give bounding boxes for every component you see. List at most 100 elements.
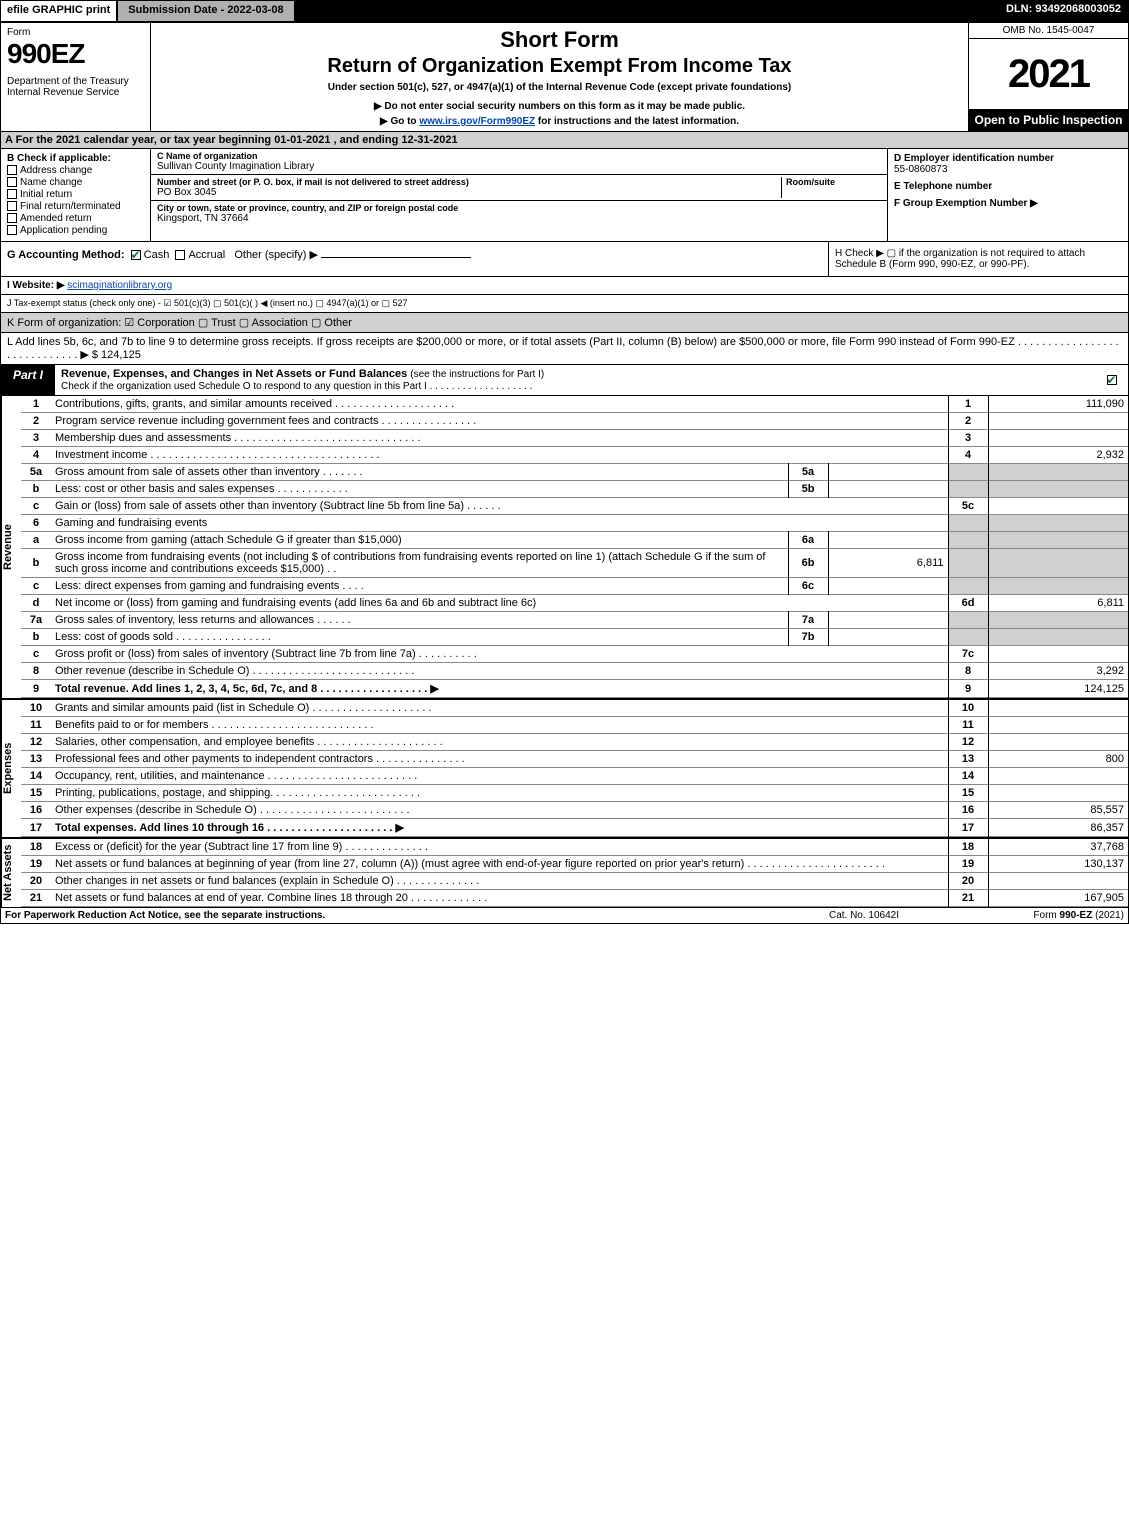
line-21: 21Net assets or fund balances at end of … — [21, 890, 1128, 907]
department: Department of the Treasury Internal Reve… — [7, 76, 144, 98]
form-ref: Form 990-EZ (2021) — [964, 910, 1124, 921]
line-5a: 5aGross amount from sale of assets other… — [21, 464, 1128, 481]
cb-name-change[interactable]: Name change — [7, 177, 144, 188]
expenses-label: Expenses — [1, 700, 21, 837]
row-J: J Tax-exempt status (check only one) - ☑… — [1, 295, 1128, 313]
page-footer: For Paperwork Reduction Act Notice, see … — [1, 907, 1128, 923]
city-label: City or town, state or province, country… — [157, 203, 881, 213]
cb-initial-return[interactable]: Initial return — [7, 189, 144, 200]
top-bar: efile GRAPHIC print Submission Date - 20… — [0, 0, 1129, 22]
row-K: K Form of organization: ☑ Corporation ▢ … — [1, 313, 1128, 333]
line-18: 18Excess or (deficit) for the year (Subt… — [21, 839, 1128, 856]
J-text: J Tax-exempt status (check only one) - ☑… — [7, 298, 407, 308]
line-6: 6Gaming and fundraising events — [21, 515, 1128, 532]
L-amount: 124,125 — [101, 349, 141, 361]
cat-no: Cat. No. 10642I — [764, 910, 964, 921]
line-7a: 7aGross sales of inventory, less returns… — [21, 612, 1128, 629]
row-L: L Add lines 5b, 6c, and 7b to line 9 to … — [1, 333, 1128, 365]
G-label: G Accounting Method: — [7, 249, 125, 261]
tel-label: E Telephone number — [894, 181, 1122, 192]
line-6d: dNet income or (loss) from gaming and fu… — [21, 595, 1128, 612]
instructions-note: ▶ Go to www.irs.gov/Form990EZ for instru… — [157, 116, 962, 127]
note2-pre: ▶ Go to — [380, 116, 419, 127]
line-16: 16Other expenses (describe in Schedule O… — [21, 802, 1128, 819]
submission-date: Submission Date - 2022-03-08 — [117, 0, 294, 22]
line-3: 3Membership dues and assessments . . . .… — [21, 430, 1128, 447]
expenses-table: 10Grants and similar amounts paid (list … — [21, 700, 1128, 837]
other-specify-input[interactable] — [321, 257, 471, 258]
line-14: 14Occupancy, rent, utilities, and mainte… — [21, 768, 1128, 785]
col-B: B Check if applicable: Address change Na… — [1, 149, 151, 241]
part-I-header: Part I Revenue, Expenses, and Changes in… — [1, 365, 1128, 396]
expenses-section: Expenses 10Grants and similar amounts pa… — [1, 698, 1128, 837]
net-assets-label: Net Assets — [1, 839, 21, 907]
line-11: 11Benefits paid to or for members . . . … — [21, 717, 1128, 734]
cb-address-change[interactable]: Address change — [7, 165, 144, 176]
line-17: 17Total expenses. Add lines 10 through 1… — [21, 819, 1128, 837]
form-number: 990EZ — [7, 38, 144, 70]
revenue-label: Revenue — [1, 396, 21, 698]
col-DEF: D Employer identification number 55-0860… — [888, 149, 1128, 241]
col-C: C Name of organization Sullivan County I… — [151, 149, 888, 241]
form-header: Form 990EZ Department of the Treasury In… — [1, 23, 1128, 132]
line-19: 19Net assets or fund balances at beginni… — [21, 856, 1128, 873]
line-20: 20Other changes in net assets or fund ba… — [21, 873, 1128, 890]
line-7b: bLess: cost of goods sold . . . . . . . … — [21, 629, 1128, 646]
header-center: Short Form Return of Organization Exempt… — [151, 23, 968, 131]
line-5c: cGain or (loss) from sale of assets othe… — [21, 498, 1128, 515]
net-assets-section: Net Assets 18Excess or (deficit) for the… — [1, 837, 1128, 907]
part-I-sub: Check if the organization used Schedule … — [61, 381, 532, 392]
efile-print-button[interactable]: efile GRAPHIC print — [0, 0, 117, 22]
cb-amended-return[interactable]: Amended return — [7, 213, 144, 224]
accounting-method: G Accounting Method: Cash Accrual Other … — [1, 242, 828, 276]
omb-number: OMB No. 1545-0047 — [969, 23, 1128, 39]
form-title: Return of Organization Exempt From Incom… — [157, 55, 962, 78]
tax-year: 2021 — [969, 39, 1128, 109]
line-A: A For the 2021 calendar year, or tax yea… — [1, 132, 1128, 149]
tel-row: E Telephone number — [894, 181, 1122, 192]
paperwork-notice: For Paperwork Reduction Act Notice, see … — [5, 910, 764, 921]
city-row: City or town, state or province, country… — [151, 201, 887, 226]
ein-label: D Employer identification number — [894, 153, 1122, 164]
row-G-H: G Accounting Method: Cash Accrual Other … — [1, 242, 1128, 277]
line-4: 4Investment income . . . . . . . . . . .… — [21, 447, 1128, 464]
short-form-label: Short Form — [157, 27, 962, 53]
group-row: F Group Exemption Number ▶ — [894, 198, 1122, 209]
cb-cash[interactable] — [131, 250, 141, 260]
cb-application-pending[interactable]: Application pending — [7, 225, 144, 236]
revenue-table: 1Contributions, gifts, grants, and simil… — [21, 396, 1128, 698]
line-6c: cLess: direct expenses from gaming and f… — [21, 578, 1128, 595]
website-link[interactable]: scimaginationlibrary.org — [67, 280, 172, 291]
form-container: Form 990EZ Department of the Treasury In… — [0, 22, 1129, 924]
ein: 55-0860873 — [894, 164, 1122, 175]
dln: DLN: 93492068003052 — [998, 0, 1129, 22]
form-subtitle: Under section 501(c), 527, or 4947(a)(1)… — [157, 82, 962, 93]
address-label: Number and street (or P. O. box, if mail… — [157, 177, 781, 187]
part-I-tab: Part I — [1, 365, 55, 395]
line-2: 2Program service revenue including gover… — [21, 413, 1128, 430]
other-specify: Other (specify) ▶ — [234, 249, 318, 261]
line-9: 9Total revenue. Add lines 1, 2, 3, 4, 5c… — [21, 680, 1128, 698]
ein-row: D Employer identification number 55-0860… — [894, 153, 1122, 175]
address-row: Number and street (or P. O. box, if mail… — [151, 175, 887, 201]
address: PO Box 3045 — [157, 187, 781, 198]
irs-link[interactable]: www.irs.gov/Form990EZ — [419, 116, 535, 127]
ssn-warning: ▶ Do not enter social security numbers o… — [157, 101, 962, 112]
spacer — [295, 0, 998, 22]
cb-final-return[interactable]: Final return/terminated — [7, 201, 144, 212]
line-6a: aGross income from gaming (attach Schedu… — [21, 532, 1128, 549]
line-7c: cGross profit or (loss) from sales of in… — [21, 646, 1128, 663]
row-I: I Website: ▶ scimaginationlibrary.org — [1, 277, 1128, 295]
section-B-through-F: B Check if applicable: Address change Na… — [1, 149, 1128, 242]
I-label: I Website: ▶ — [7, 280, 65, 291]
line-15: 15Printing, publications, postage, and s… — [21, 785, 1128, 802]
revenue-section: Revenue 1Contributions, gifts, grants, a… — [1, 396, 1128, 698]
cb-accrual[interactable] — [175, 250, 185, 260]
schedule-o-check[interactable] — [1098, 365, 1128, 395]
H-check: H Check ▶ ▢ if the organization is not r… — [828, 242, 1128, 276]
header-left: Form 990EZ Department of the Treasury In… — [1, 23, 151, 131]
net-assets-table: 18Excess or (deficit) for the year (Subt… — [21, 839, 1128, 907]
note2-post: for instructions and the latest informat… — [535, 116, 739, 127]
line-6b: bGross income from fundraising events (n… — [21, 549, 1128, 578]
line-1: 1Contributions, gifts, grants, and simil… — [21, 396, 1128, 413]
